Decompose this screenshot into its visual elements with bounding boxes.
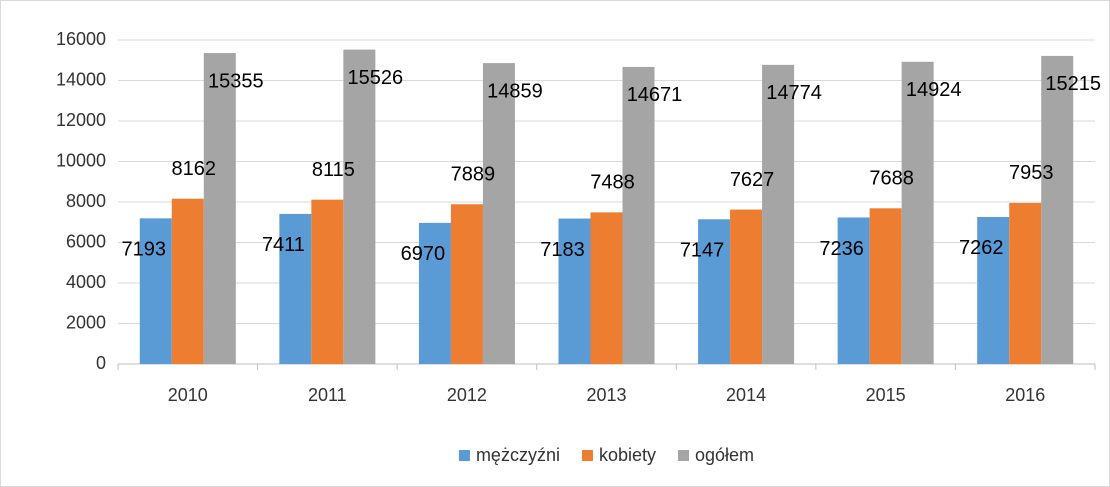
bar: [418, 222, 451, 364]
data-label: 14774: [766, 82, 822, 104]
bar: [762, 64, 795, 364]
x-tick-label: 2010: [168, 385, 208, 405]
data-label: 14671: [627, 84, 683, 106]
data-label: 7411: [262, 234, 305, 256]
legend-swatch: [458, 450, 470, 461]
data-label: 7889: [451, 164, 496, 186]
x-tick-label: 2015: [866, 385, 906, 405]
data-label: 8162: [172, 158, 217, 180]
bar: [279, 213, 312, 364]
bar: [482, 63, 515, 364]
bar: [901, 61, 934, 364]
y-tick-label: 14000: [56, 69, 106, 89]
data-label: 15355: [208, 70, 264, 92]
x-tick-label: 2014: [726, 385, 766, 405]
data-label: 7488: [590, 172, 635, 194]
x-tick-label: 2012: [447, 385, 487, 405]
bar: [311, 199, 344, 364]
data-label: 7688: [869, 168, 914, 190]
legend-swatch: [678, 450, 690, 461]
bar: [1041, 55, 1074, 365]
y-tick-label: 10000: [56, 150, 106, 170]
x-tick-label: 2011: [308, 385, 347, 405]
legend-label: ogółem: [695, 445, 754, 465]
bar: [558, 218, 591, 364]
y-tick-label: 2000: [66, 312, 106, 332]
bar: [343, 49, 376, 364]
bar: [837, 217, 870, 364]
data-label: 8115: [312, 159, 355, 181]
legend-label: kobiety: [599, 445, 656, 465]
data-label: 7262: [959, 237, 1004, 259]
legend-label: mężczyźni: [476, 445, 560, 465]
data-label: 7236: [819, 238, 864, 260]
data-label: 14859: [487, 80, 543, 102]
data-label: 7183: [540, 239, 585, 261]
data-label: 14924: [906, 79, 962, 101]
x-tick-label: 2016: [1005, 385, 1045, 405]
bar: [977, 216, 1010, 364]
bar: [622, 66, 655, 365]
bar: [1009, 202, 1042, 364]
y-tick-label: 8000: [66, 191, 106, 211]
y-tick-label: 16000: [56, 29, 106, 49]
bar: [590, 212, 623, 364]
x-tick-label: 2013: [586, 385, 626, 405]
data-label: 15526: [348, 67, 404, 89]
bar: [171, 198, 204, 364]
data-label: 15215: [1045, 73, 1101, 95]
y-tick-label: 12000: [56, 110, 106, 130]
bar: [203, 53, 236, 364]
data-label: 7627: [730, 169, 775, 191]
y-tick-label: 0: [96, 353, 106, 373]
bar: [698, 219, 731, 364]
bar: [450, 204, 483, 364]
y-tick-label: 6000: [66, 231, 106, 251]
bar: [730, 209, 763, 364]
bar: [869, 208, 902, 364]
legend-swatch: [581, 450, 593, 461]
data-label: 7193: [122, 239, 167, 261]
y-tick-label: 4000: [66, 272, 106, 292]
bar: [139, 218, 172, 364]
data-label: 7147: [680, 240, 725, 262]
data-label: 6970: [401, 243, 446, 265]
data-label: 7953: [1009, 162, 1054, 184]
